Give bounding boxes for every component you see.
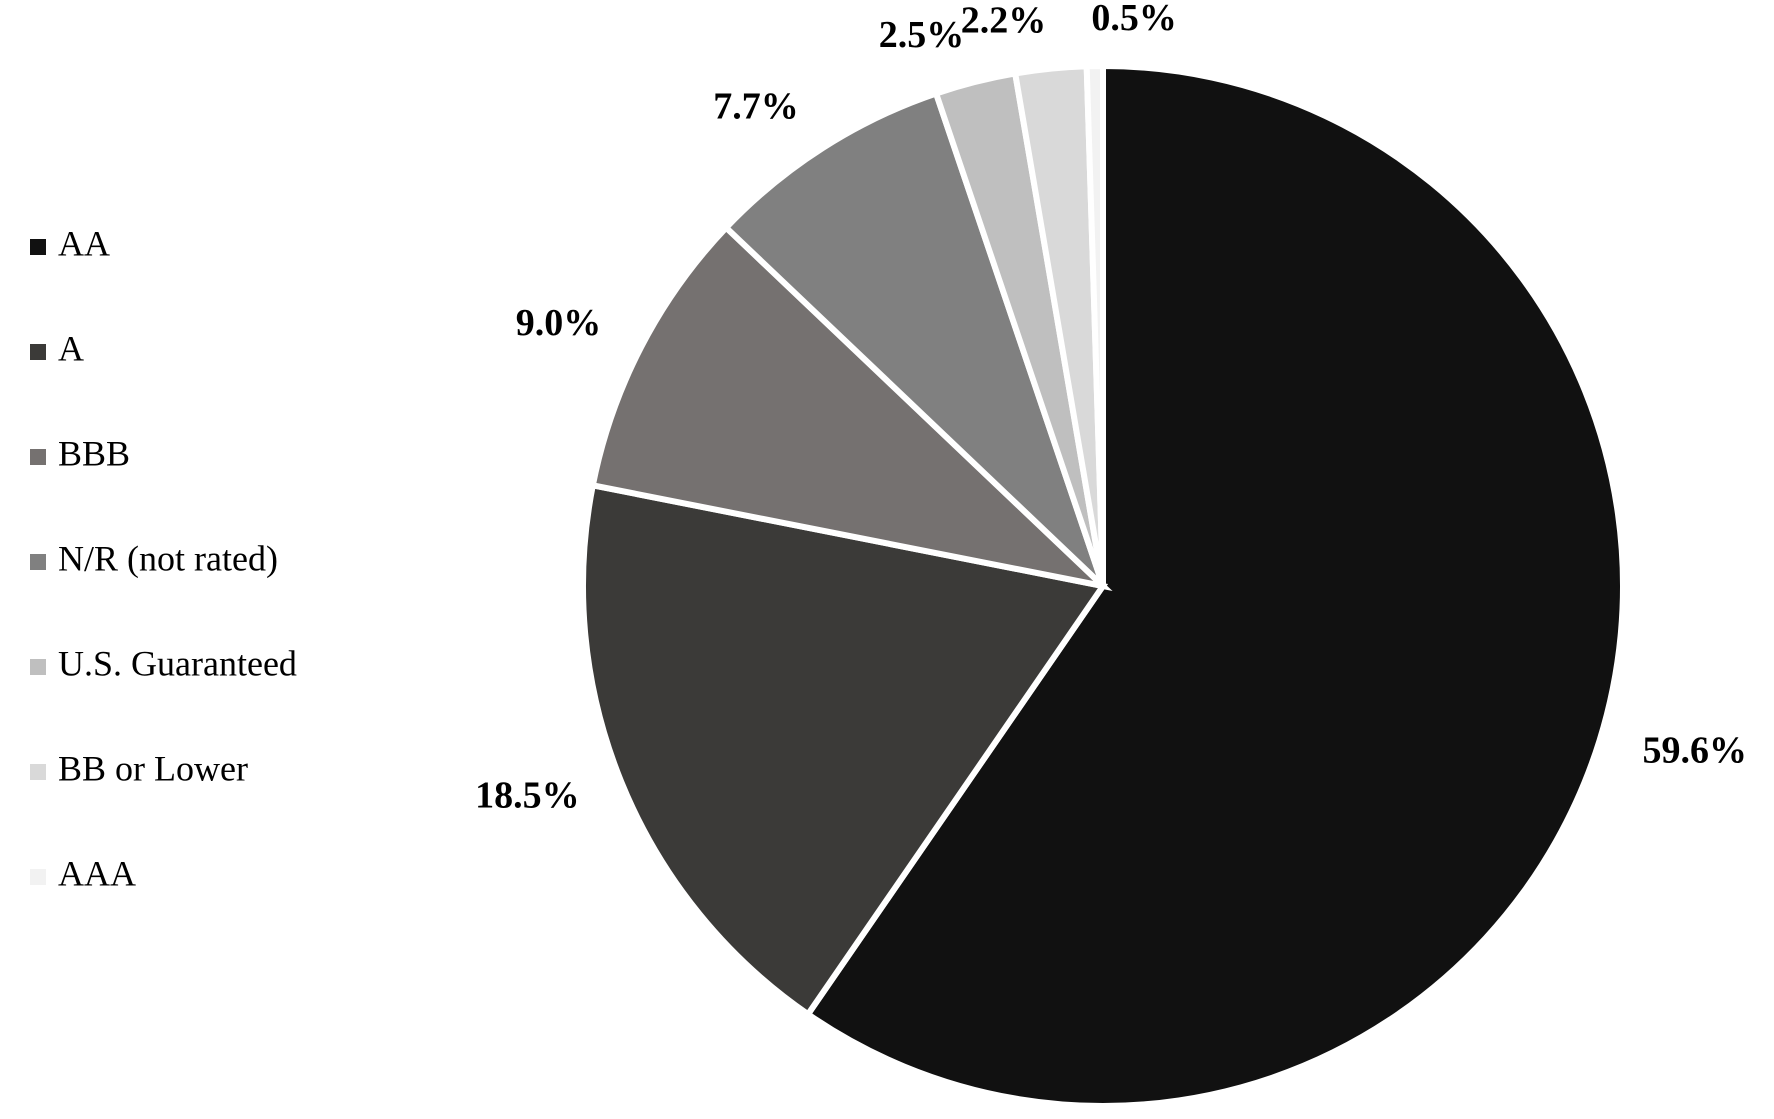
value-label: 2.2% xyxy=(961,0,1047,42)
value-label: 0.5% xyxy=(1091,0,1177,39)
legend-swatch xyxy=(30,659,46,675)
value-label: 59.6% xyxy=(1642,730,1747,772)
legend-label: BBB xyxy=(58,433,130,473)
legend-label: AAA xyxy=(58,853,136,893)
legend-label: AA xyxy=(58,223,110,263)
value-label: 7.7% xyxy=(713,86,799,128)
pie-slice xyxy=(721,89,1106,589)
legend-label: U.S. Guaranteed xyxy=(58,643,297,683)
legend-swatch xyxy=(30,554,46,570)
value-label: 9.0% xyxy=(516,302,602,344)
pie-slice xyxy=(1083,62,1106,587)
legend-label: BB or Lower xyxy=(58,748,248,788)
legend-label: A xyxy=(58,328,84,368)
legend-swatch xyxy=(30,869,46,885)
legend-swatch xyxy=(30,764,46,780)
value-label: 2.5% xyxy=(879,14,965,56)
legend-swatch xyxy=(30,449,46,465)
pie-slice xyxy=(803,62,1626,1109)
legend-swatch xyxy=(30,239,46,255)
pie-slice xyxy=(580,481,1109,1019)
legend-swatch xyxy=(30,344,46,360)
legend-label: N/R (not rated) xyxy=(58,538,278,578)
pie-slice xyxy=(589,223,1113,591)
value-label: 18.5% xyxy=(475,775,580,817)
